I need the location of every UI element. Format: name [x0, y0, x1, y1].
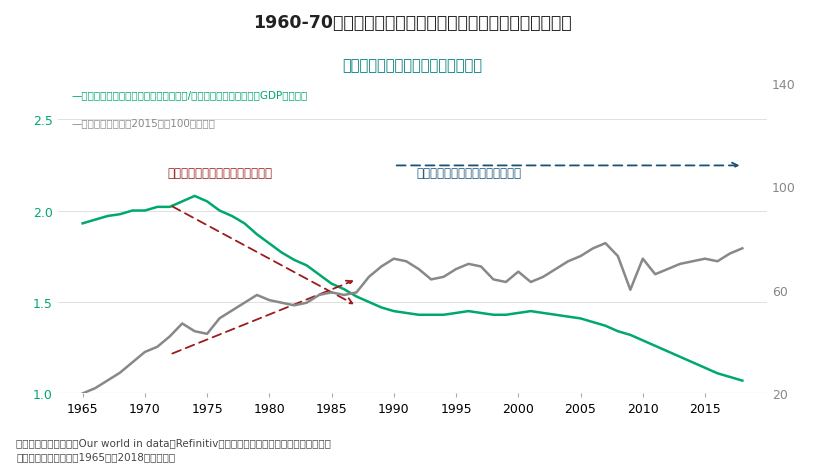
Text: —日本のエネルギー効率（キロワット時/購買力平価ベースのドルGDP、左軸）: —日本のエネルギー効率（キロワット時/購買力平価ベースのドルGDP、左軸） — [72, 89, 309, 100]
Text: 日本のエネルギー効率と鉱工業生産: 日本のエネルギー効率と鉱工業生産 — [342, 58, 483, 73]
Text: 1960-70年代の公害とオイルショックが、日本企業の成長に: 1960-70年代の公害とオイルショックが、日本企業の成長に — [253, 14, 572, 32]
Text: モノの課題解決と日本企業の成長: モノの課題解決と日本企業の成長 — [167, 167, 273, 180]
Text: （注）データの期間：1965年～2018年、年次。: （注）データの期間：1965年～2018年、年次。 — [16, 451, 176, 462]
Text: （出所）経済産業省、Our world in data、Refinitiv、フィデリティ・インスティテュート。: （出所）経済産業省、Our world in data、Refinitiv、フィ… — [16, 438, 332, 448]
Text: —鉱工業生産指数（2015年＝100、右軸）: —鉱工業生産指数（2015年＝100、右軸） — [72, 118, 216, 127]
Text: モノの課題の終わりと日本の低迷: モノの課題の終わりと日本の低迷 — [416, 167, 521, 180]
